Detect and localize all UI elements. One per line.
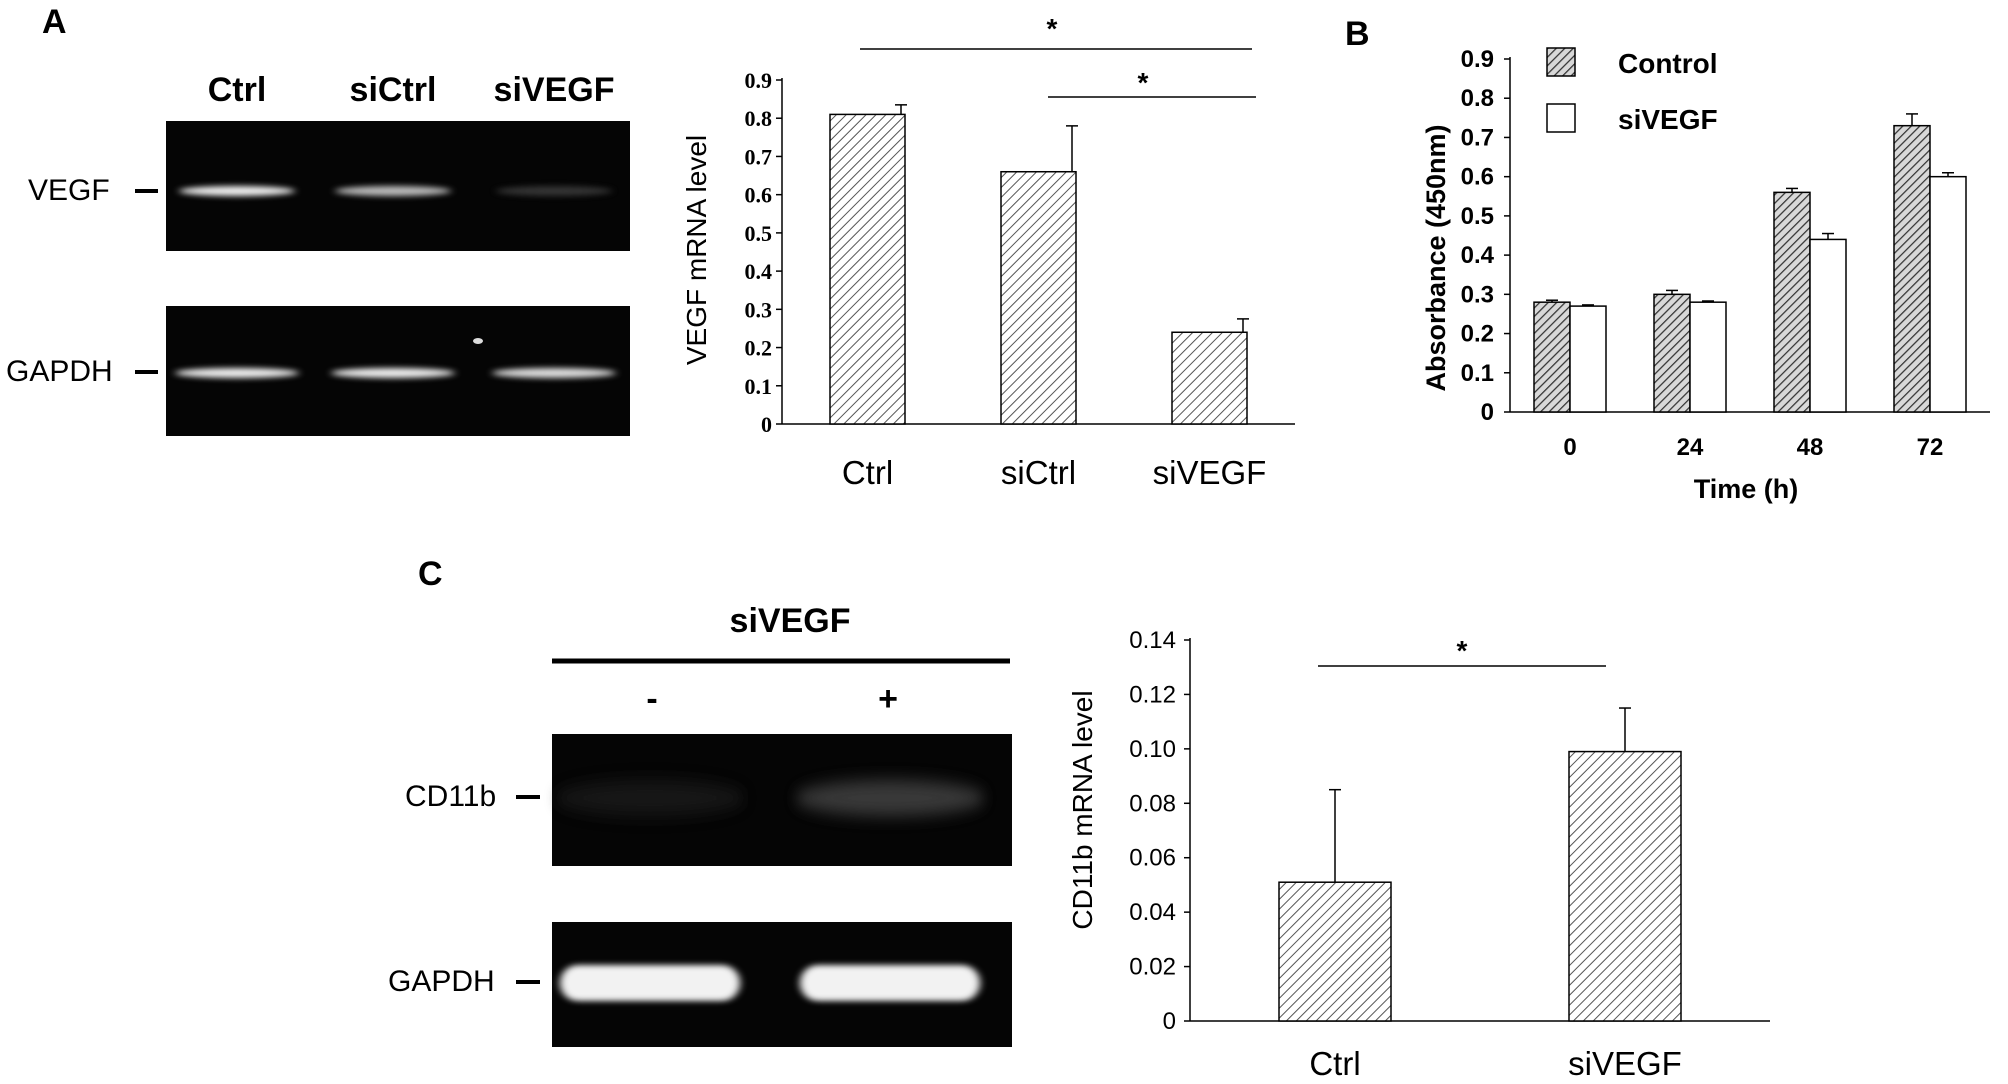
y-tick-label: 0.5 bbox=[745, 221, 773, 246]
gel-c-band-label: CD11b bbox=[405, 780, 496, 813]
gel-c-lane-label: + bbox=[878, 680, 898, 718]
y-tick-label: 0.4 bbox=[1461, 242, 1495, 269]
gel-c-bands bbox=[555, 780, 985, 1001]
y-tick-label: 0 bbox=[1163, 1008, 1176, 1035]
y-tick-label: 0.8 bbox=[1461, 85, 1494, 112]
gel-band bbox=[175, 368, 299, 378]
y-tick-label: 0.3 bbox=[745, 297, 773, 322]
gel-a-artifact bbox=[473, 338, 483, 344]
gel-band bbox=[496, 186, 612, 196]
y-tick-label: 0.1 bbox=[1461, 360, 1494, 387]
chart-b: Absorbance (450nm) Time (h) 0 0.1 0.2 0.3 0.… bbox=[1421, 46, 1990, 504]
y-tick-label: 0.4 bbox=[745, 259, 773, 284]
y-tick-label: 0.5 bbox=[1461, 203, 1494, 230]
chart-a-ylabel: VEGF mRNA level bbox=[681, 135, 712, 365]
bar bbox=[1171, 331, 1248, 425]
gel-c-lane-label: - bbox=[646, 680, 657, 718]
bar bbox=[1568, 750, 1682, 1022]
bar bbox=[1533, 301, 1571, 413]
y-tick-label: 0.12 bbox=[1129, 681, 1176, 708]
legend-swatch-sivegf bbox=[1546, 103, 1576, 133]
y-tick-label: 0.08 bbox=[1129, 790, 1176, 817]
y-tick-label: 0.6 bbox=[1461, 164, 1494, 191]
gel-band bbox=[331, 368, 455, 378]
x-tick-label: siCtrl bbox=[1001, 454, 1076, 491]
legend-label-sivegf: siVEGF bbox=[1618, 104, 1718, 135]
y-tick-label: 0.10 bbox=[1129, 736, 1176, 763]
y-tick-label: 0 bbox=[1481, 399, 1494, 426]
y-tick-label: 0.3 bbox=[1461, 281, 1494, 308]
gel-a-band-label: VEGF bbox=[28, 174, 110, 207]
x-tick-label: 24 bbox=[1677, 434, 1704, 461]
gel-a-lane-label: siCtrl bbox=[350, 71, 437, 109]
y-tick-label: 0.7 bbox=[1461, 124, 1494, 151]
gel-c-band-label: GAPDH bbox=[388, 965, 495, 998]
panel-label-b: B bbox=[1345, 15, 1370, 53]
x-tick-label: Ctrl bbox=[842, 454, 893, 491]
chart-c-ylabel: CD11b mRNA level bbox=[1067, 690, 1098, 929]
chart-b-ylabel: Absorbance (450nm) bbox=[1421, 124, 1451, 391]
chart-b-plot-area: 0 0.1 0.2 0.3 0.4 0.5 0.6 0.7 0.8 0.9 0 24 48 72 bbox=[1461, 46, 1990, 461]
bar bbox=[1809, 238, 1847, 413]
x-tick-label: siVEGF bbox=[1153, 454, 1267, 491]
y-tick-label: 0.8 bbox=[745, 106, 773, 131]
gel-band bbox=[800, 965, 980, 1001]
bar bbox=[1773, 191, 1811, 413]
bar bbox=[1893, 124, 1931, 413]
gel-a-bands bbox=[175, 186, 616, 378]
chart-b-legend: Control siVEGF bbox=[1546, 47, 1718, 135]
significance-star: * bbox=[1457, 635, 1468, 666]
y-tick-label: 0.9 bbox=[745, 68, 773, 93]
bar bbox=[1278, 881, 1392, 1022]
y-tick-label: 0.2 bbox=[745, 336, 773, 361]
significance-star: * bbox=[1047, 13, 1058, 44]
legend-label-control: Control bbox=[1618, 48, 1718, 79]
gel-band bbox=[492, 368, 616, 378]
bar bbox=[1653, 293, 1691, 413]
bar bbox=[1689, 301, 1727, 413]
gel-a-vegf-panel bbox=[166, 121, 630, 251]
y-tick-label: 0.2 bbox=[1461, 321, 1494, 348]
gel-band bbox=[555, 780, 745, 816]
y-tick-label: 0.14 bbox=[1129, 627, 1176, 654]
gel-a-lane-label: Ctrl bbox=[208, 71, 267, 109]
gel-a-lane-label: siVEGF bbox=[494, 71, 615, 109]
chart-b-xlabel: Time (h) bbox=[1694, 474, 1799, 504]
chart-a-plot-area: 0 0.1 0.2 0.3 0.4 0.5 0.6 0.7 0.8 0.9 Ctrl siCtrl si… bbox=[745, 13, 1295, 491]
bar bbox=[1000, 170, 1077, 425]
x-tick-label: siVEGF bbox=[1568, 1045, 1682, 1082]
x-tick-label: 72 bbox=[1917, 434, 1944, 461]
gel-band bbox=[560, 965, 740, 1001]
chart-a: VEGF mRNA level 0 0.1 0.2 0.3 0.4 0.5 0.6 0.7 0.… bbox=[681, 13, 1295, 491]
gel-c-header: siVEGF bbox=[730, 602, 851, 640]
panel-label-a: A bbox=[42, 3, 67, 41]
bar bbox=[1929, 175, 1967, 413]
bar bbox=[1569, 305, 1607, 413]
y-tick-label: 0 bbox=[761, 412, 772, 437]
panel-label-c: C bbox=[418, 555, 443, 593]
y-tick-label: 0.9 bbox=[1461, 46, 1494, 73]
y-tick-label: 0.6 bbox=[745, 183, 773, 208]
gel-image-a: Ctrl siCtrl siVEGF VEGF GAPDH bbox=[6, 71, 630, 436]
gel-band bbox=[795, 780, 985, 816]
y-tick-label: 0.04 bbox=[1129, 899, 1176, 926]
y-tick-label: 0.7 bbox=[745, 144, 773, 169]
chart-c: CD11b mRNA level 0 0.02 0.04 0.06 0.08 0.10 0.… bbox=[1067, 627, 1770, 1082]
gel-image-c: siVEGF - + CD11b GAPDH bbox=[388, 602, 1012, 1047]
gel-band bbox=[179, 186, 295, 196]
gel-a-band-label: GAPDH bbox=[6, 355, 113, 388]
y-tick-label: 0.02 bbox=[1129, 954, 1176, 981]
y-tick-label: 0.06 bbox=[1129, 845, 1176, 872]
x-tick-label: 0 bbox=[1563, 434, 1576, 461]
gel-band bbox=[335, 186, 451, 196]
y-tick-label: 0.1 bbox=[745, 374, 773, 399]
chart-c-plot-area: 0 0.02 0.04 0.06 0.08 0.10 0.12 0.14 Ctrl siVEGF * bbox=[1129, 627, 1770, 1082]
bar bbox=[829, 113, 906, 425]
significance-star: * bbox=[1138, 67, 1149, 98]
x-tick-label: Ctrl bbox=[1309, 1045, 1360, 1082]
legend-swatch-control bbox=[1546, 47, 1576, 77]
x-tick-label: 48 bbox=[1797, 434, 1824, 461]
